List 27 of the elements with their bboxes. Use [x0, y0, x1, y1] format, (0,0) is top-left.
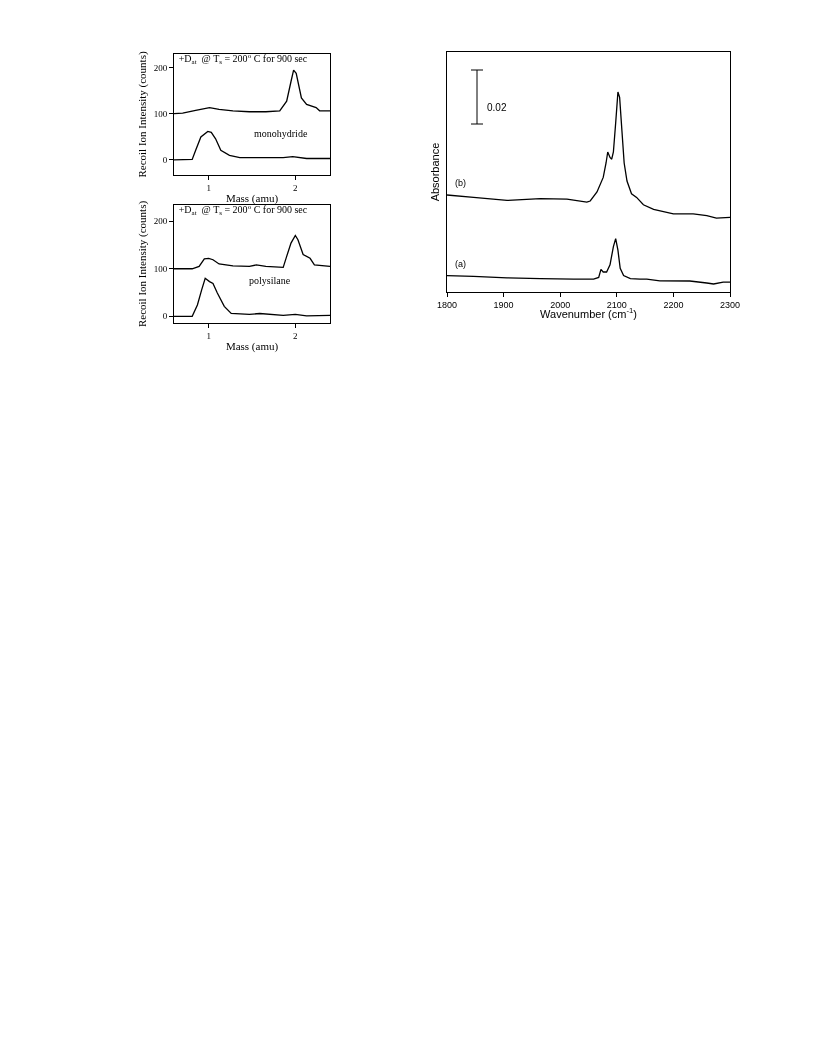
- x-axis-title: Mass (amu): [225, 340, 279, 353]
- y-axis-title: Recoil Ion Intensity (counts): [136, 200, 150, 328]
- series-label: (a): [455, 259, 466, 269]
- chart-title: +D$_{at}$ @ T$_{s}$ = 200$^{o}$ C for 900 sec: [178, 52, 308, 67]
- annotation: 0.02: [487, 102, 507, 113]
- y-tick-label: 0: [162, 154, 168, 165]
- x-tick-label: 1: [206, 182, 211, 193]
- y-tick-label: 200: [153, 62, 168, 73]
- y-axis-title: Recoil Ion Intensity (counts): [136, 51, 150, 178]
- x-tick-label: 2000: [550, 299, 571, 310]
- x-tick-label: 2100: [606, 299, 627, 310]
- x-tick-label: 1: [206, 330, 211, 341]
- x-tick-label: 2: [293, 182, 298, 193]
- x-tick-label: 2200: [663, 299, 684, 310]
- y-tick-label: 100: [153, 263, 168, 274]
- x-axis-title: Mass (amu): [225, 192, 279, 205]
- x-tick-label: 2: [293, 330, 298, 341]
- y-tick-label: 0: [162, 311, 168, 322]
- series-label: (b): [455, 178, 466, 188]
- y-tick-label: 100: [153, 108, 168, 119]
- annotation: monohydride: [254, 128, 308, 139]
- y-axis-title: Absorbance: [428, 142, 441, 202]
- x-tick-label: 1900: [493, 299, 514, 310]
- y-tick-label: 200: [153, 216, 168, 227]
- x-tick-label: 1800: [436, 299, 458, 310]
- annotation: polysilane: [249, 275, 291, 286]
- x-tick-label: 2300: [719, 299, 741, 310]
